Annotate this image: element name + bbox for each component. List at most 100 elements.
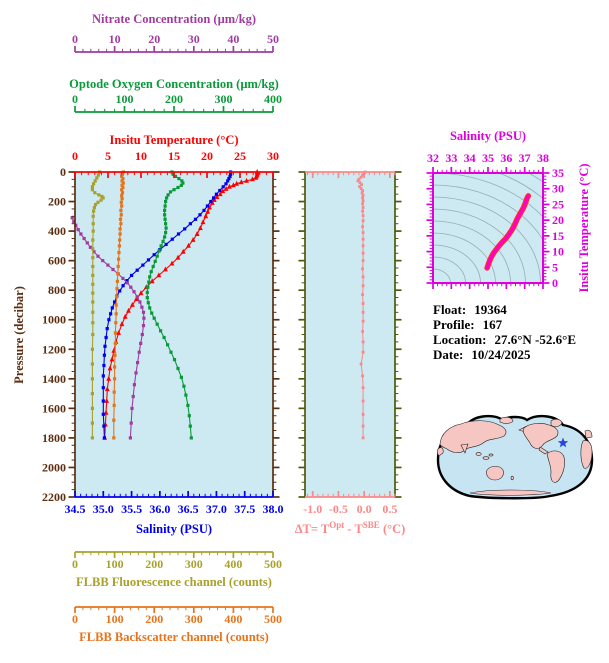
- svg-text:15: 15: [168, 149, 180, 163]
- generated-chart-content: 0200400600800100012001400160018002000220…: [42, 32, 594, 626]
- profile-label: Profile:: [433, 317, 475, 332]
- svg-text:36.0: 36.0: [149, 502, 170, 516]
- series-temperature: [102, 169, 260, 440]
- svg-text:500: 500: [264, 557, 282, 571]
- profile-line: Profile: 167: [433, 317, 576, 332]
- fluorescence-axis-title: FLBB Fluorescence channel (counts): [76, 575, 272, 589]
- svg-text:-1.0: -1.0: [303, 502, 322, 516]
- svg-text:1800: 1800: [42, 431, 66, 445]
- svg-text:200: 200: [48, 195, 66, 209]
- svg-text:300: 300: [185, 557, 203, 571]
- svg-text:0.0: 0.0: [357, 502, 372, 516]
- profile-value: 167: [482, 317, 503, 332]
- svg-text:5: 5: [105, 149, 111, 163]
- svg-text:10: 10: [135, 149, 147, 163]
- svg-text:25: 25: [234, 149, 246, 163]
- location-line: Location: 27.6°N -52.6°E: [433, 332, 576, 347]
- svg-text:0.5: 0.5: [382, 502, 397, 516]
- date-label: Date:: [433, 347, 464, 362]
- svg-text:800: 800: [48, 283, 66, 297]
- svg-text:10: 10: [552, 245, 564, 259]
- dt-title-sup-opt: Opt: [329, 520, 344, 530]
- svg-text:300: 300: [215, 92, 233, 106]
- location-value: 27.6°N -52.6°E: [494, 332, 576, 347]
- float-label: Float:: [433, 302, 467, 317]
- series-backscatter: [112, 170, 125, 440]
- oxygen-axis-title: Optode Oxygen Concentration (µm/kg): [69, 77, 279, 91]
- svg-text:0: 0: [72, 612, 78, 626]
- svg-text:600: 600: [48, 254, 66, 268]
- svg-text:35: 35: [482, 151, 494, 165]
- salinity-axis-title: Salinity (PSU): [136, 522, 212, 536]
- svg-text:0: 0: [72, 149, 78, 163]
- svg-text:40: 40: [227, 32, 239, 46]
- svg-text:34: 34: [464, 151, 476, 165]
- svg-text:100: 100: [106, 557, 124, 571]
- svg-text:37.0: 37.0: [206, 502, 227, 516]
- svg-text:10: 10: [109, 32, 121, 46]
- dt-title-suffix: (°C): [380, 522, 405, 536]
- series-salinity: [101, 170, 233, 440]
- svg-text:100: 100: [106, 612, 124, 626]
- pressure-axis-title: Pressure (decibar): [12, 286, 26, 384]
- svg-text:36.5: 36.5: [178, 502, 199, 516]
- dt-title-prefix: ΔT= T: [295, 522, 330, 536]
- svg-text:1400: 1400: [42, 372, 66, 386]
- svg-text:0: 0: [72, 557, 78, 571]
- svg-text:1600: 1600: [42, 401, 66, 415]
- temperature-axis-title: Insitu Temperature (°C): [109, 133, 238, 147]
- svg-text:38: 38: [537, 151, 549, 165]
- svg-text:1200: 1200: [42, 342, 66, 356]
- dt-title-mid: - T: [344, 522, 363, 536]
- svg-text:35: 35: [552, 166, 564, 180]
- series-ts-curve: [484, 193, 532, 271]
- svg-text:-0.5: -0.5: [329, 502, 348, 516]
- svg-text:30: 30: [267, 149, 279, 163]
- delta-t-panel: -1.0 -0.5 0.0 0.5: [298, 170, 402, 516]
- svg-text:400: 400: [224, 612, 242, 626]
- float-info-block: Float: 19364 Profile: 167 Location: 27.6°N …: [433, 302, 576, 362]
- svg-text:38.0: 38.0: [263, 502, 284, 516]
- svg-text:20: 20: [201, 149, 213, 163]
- svg-text:50: 50: [267, 32, 279, 46]
- date-line: Date: 10/24/2025: [433, 347, 576, 362]
- svg-text:0: 0: [72, 92, 78, 106]
- svg-text:0: 0: [72, 32, 78, 46]
- svg-text:1000: 1000: [42, 313, 66, 327]
- series-oxygen: [145, 170, 193, 440]
- svg-text:100: 100: [116, 92, 134, 106]
- svg-text:300: 300: [185, 612, 203, 626]
- float-id-line: Float: 19364: [433, 302, 576, 317]
- svg-text:2200: 2200: [42, 490, 66, 504]
- series-delta-t: [356, 170, 367, 440]
- svg-text:37.5: 37.5: [234, 502, 255, 516]
- svg-text:20: 20: [552, 213, 564, 227]
- svg-text:30: 30: [188, 32, 200, 46]
- svg-text:400: 400: [48, 224, 66, 238]
- main-profile-panel: 0200400600800100012001400160018002000220…: [42, 149, 284, 516]
- dt-title-sup-sbe: SBE: [363, 520, 380, 530]
- svg-text:35.5: 35.5: [121, 502, 142, 516]
- world-map: [436, 414, 594, 500]
- svg-text:400: 400: [224, 557, 242, 571]
- svg-text:33: 33: [445, 151, 457, 165]
- ts-salinity-axis-title: Salinity (PSU): [450, 129, 526, 143]
- svg-text:200: 200: [145, 557, 163, 571]
- delta-t-axis-title: ΔT= TOpt - TSBE (°C): [295, 520, 406, 536]
- svg-text:34.5: 34.5: [65, 502, 86, 516]
- svg-text:0: 0: [60, 165, 66, 179]
- float-value: 19364: [474, 302, 507, 317]
- backscatter-axis-title: FLBB Backscatter channel (counts): [79, 630, 269, 644]
- svg-text:37: 37: [519, 151, 531, 165]
- svg-text:2000: 2000: [42, 460, 66, 474]
- svg-text:32: 32: [427, 151, 439, 165]
- svg-text:20: 20: [148, 32, 160, 46]
- svg-text:200: 200: [165, 92, 183, 106]
- svg-text:200: 200: [145, 612, 163, 626]
- svg-text:5: 5: [552, 260, 558, 274]
- svg-text:15: 15: [552, 229, 564, 243]
